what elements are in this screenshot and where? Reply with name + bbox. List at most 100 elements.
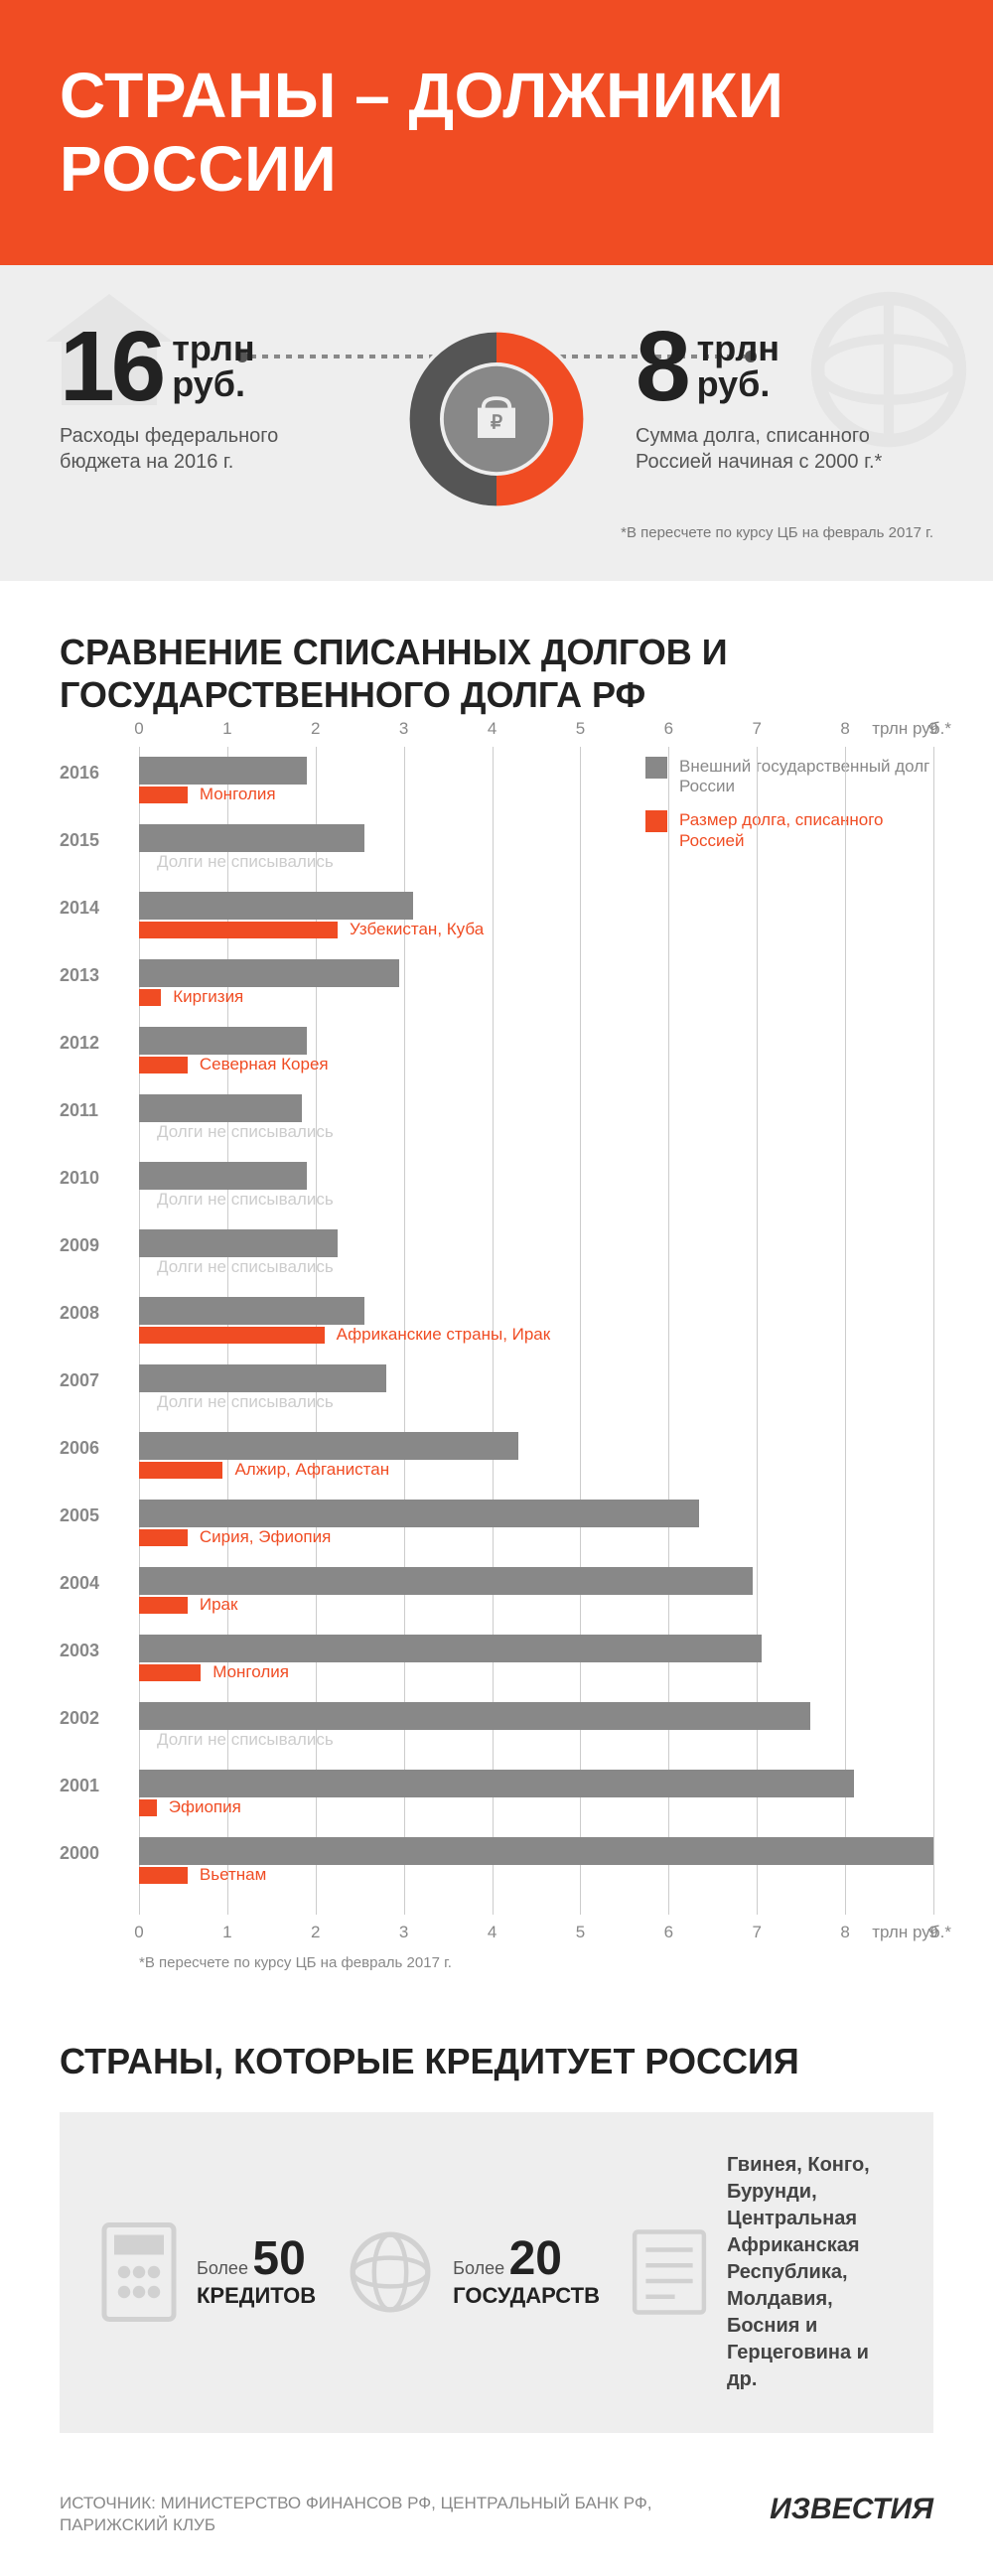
bar-orange <box>139 787 188 803</box>
stat-right-number: 8 <box>636 325 687 409</box>
credits-caption: КРЕДИТОВ <box>197 2283 316 2309</box>
bar-grey <box>139 1094 302 1122</box>
year-label: 2006 <box>60 1432 129 1459</box>
bar-grey <box>139 1432 518 1460</box>
axis-tick-top: 5 <box>576 719 585 739</box>
axis-tick-top: 7 <box>752 719 761 739</box>
year-label: 2004 <box>60 1567 129 1594</box>
axis-unit-bottom: трлн руб.* <box>872 1923 951 1942</box>
bar-orange <box>139 1867 188 1884</box>
axis-tick-top: 4 <box>488 719 496 739</box>
bar-orange <box>139 1597 188 1614</box>
bar-orange <box>139 1664 201 1681</box>
bar-orange <box>139 989 161 1006</box>
chart-title: СРАВНЕНИЕ СПИСАННЫХ ДОЛГОВ И ГОСУДАРСТВЕ… <box>60 631 933 716</box>
main-title: СТРАНЫ – ДОЛЖНИКИ РОССИИ <box>60 60 933 206</box>
no-writeoff-label: Долги не списывались <box>157 1190 334 1210</box>
gridline <box>933 747 934 1915</box>
bottom-section: СТРАНЫ, КОТОРЫЕ КРЕДИТУЕТ РОССИЯ Более 5… <box>0 2011 993 2473</box>
country-label: Киргизия <box>173 987 243 1007</box>
axis-tick-top: 0 <box>134 719 143 739</box>
stat-right-unit2: руб. <box>697 366 780 402</box>
bar-orange <box>139 1057 188 1073</box>
no-writeoff-label: Долги не списывались <box>157 1392 334 1412</box>
year-label: 2007 <box>60 1364 129 1391</box>
country-label: Алжир, Афганистан <box>234 1460 389 1480</box>
bottom-grey-panel: Более 50 КРЕДИТОВ Более 20 ГОСУДАРСТВ <box>60 2112 933 2433</box>
legend-swatch-orange <box>645 810 667 832</box>
stats-row: 16 трлн руб. Расходы федерального бюджет… <box>60 325 933 475</box>
calculator-icon <box>99 2222 179 2322</box>
no-writeoff-label: Долги не списывались <box>157 1257 334 1277</box>
stat-left-unit2: руб. <box>172 366 254 402</box>
source-text: ИСТОЧНИК: МИНИСТЕРСТВО ФИНАНСОВ РФ, ЦЕНТ… <box>60 2493 695 2536</box>
bar-orange <box>139 1462 222 1479</box>
stat-left-desc: Расходы федерального бюджета на 2016 г. <box>60 423 357 475</box>
countries-list: Гвинея, Конго, Бурунди, Центральная Афри… <box>727 2152 894 2393</box>
year-label: 2009 <box>60 1229 129 1256</box>
chart-section: СРАВНЕНИЕ СПИСАННЫХ ДОЛГОВ И ГОСУДАРСТВЕ… <box>0 581 993 2010</box>
globe-icon <box>346 2227 435 2317</box>
bar-orange <box>139 1799 157 1816</box>
source-footer: ИСТОЧНИК: МИНИСТЕРСТВО ФИНАНСОВ РФ, ЦЕНТ… <box>0 2473 993 2576</box>
header-banner: СТРАНЫ – ДОЛЖНИКИ РОССИИ <box>0 0 993 265</box>
credits-number: 50 <box>252 2232 305 2285</box>
year-label: 2010 <box>60 1162 129 1189</box>
bar-orange <box>139 1529 188 1546</box>
stat-right-unit1: трлн <box>697 331 780 366</box>
stat-left-number: 16 <box>60 325 162 409</box>
year-label: 2015 <box>60 824 129 851</box>
axis-unit-top: трлн руб.* <box>872 719 951 739</box>
axis-tick-top: 6 <box>664 719 673 739</box>
publisher-logo: ИЗВЕСТИЯ <box>770 2493 933 2526</box>
donut-chart: ₽ <box>402 325 591 518</box>
gridline <box>580 747 581 1915</box>
bottom-block-credits: Более 50 КРЕДИТОВ <box>99 2222 316 2322</box>
stat-left: 16 трлн руб. Расходы федерального бюджет… <box>60 325 357 475</box>
infographic-container: СТРАНЫ – ДОЛЖНИКИ РОССИИ 16 трлн руб. <box>0 0 993 2576</box>
chart-area: Внешний государственный долг России Разм… <box>60 747 933 1915</box>
axis-tick-bottom: 2 <box>311 1923 320 1942</box>
bar-grey <box>139 824 364 852</box>
chart-legend: Внешний государственный долг России Разм… <box>645 757 933 866</box>
country-label: Северная Корея <box>200 1055 329 1074</box>
axis-tick-top: 8 <box>840 719 849 739</box>
year-label: 2011 <box>60 1094 129 1121</box>
country-label: Монголия <box>200 785 276 804</box>
bar-grey <box>139 1837 933 1865</box>
axis-tick-bottom: 7 <box>752 1923 761 1942</box>
axis-tick-bottom: 9 <box>928 1923 937 1942</box>
states-number: 20 <box>509 2232 562 2285</box>
bar-orange <box>139 1327 325 1344</box>
country-label: Узбекистан, Куба <box>350 920 484 939</box>
bar-grey <box>139 1500 699 1527</box>
axis-tick-bottom: 1 <box>222 1923 231 1942</box>
stat-right-desc: Сумма долга, списанного Россией начиная … <box>636 423 933 475</box>
axis-tick-bottom: 6 <box>664 1923 673 1942</box>
year-label: 2008 <box>60 1297 129 1324</box>
axis-tick-bottom: 8 <box>840 1923 849 1942</box>
year-label: 2003 <box>60 1635 129 1661</box>
axis-tick-bottom: 0 <box>134 1923 143 1942</box>
bottom-title: СТРАНЫ, КОТОРЫЕ КРЕДИТУЕТ РОССИЯ <box>60 2041 933 2082</box>
year-label: 2016 <box>60 757 129 784</box>
no-writeoff-label: Долги не списывались <box>157 1730 334 1750</box>
list-icon <box>630 2227 709 2317</box>
axis-tick-bottom: 4 <box>488 1923 496 1942</box>
chart-footnote: *В пересчете по курсу ЦБ на февраль 2017… <box>139 1954 933 1971</box>
gridline <box>668 747 669 1915</box>
stat-right: 8 трлн руб. Сумма долга, списанного Росс… <box>636 325 933 475</box>
svg-text:₽: ₽ <box>491 413 502 434</box>
legend-grey-text: Внешний государственный долг России <box>679 757 933 797</box>
states-caption: ГОСУДАРСТВ <box>453 2283 600 2309</box>
chart-plot: Внешний государственный долг России Разм… <box>139 747 933 1915</box>
legend-swatch-grey <box>645 757 667 779</box>
year-label: 2012 <box>60 1027 129 1054</box>
gridline <box>757 747 758 1915</box>
axis-tick-top: 1 <box>222 719 231 739</box>
bar-grey <box>139 1567 753 1595</box>
country-label: Сирия, Эфиопия <box>200 1527 331 1547</box>
country-label: Африканские страны, Ирак <box>337 1325 551 1345</box>
top-stats-section: 16 трлн руб. Расходы федерального бюджет… <box>0 265 993 581</box>
legend-orange-text: Размер долга, списанного Россией <box>679 810 933 851</box>
